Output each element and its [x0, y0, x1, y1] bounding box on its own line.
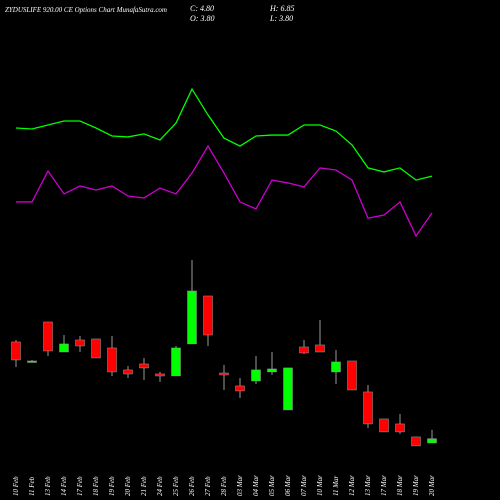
x-tick-label: 13 Mar [364, 475, 372, 496]
x-tick-label: 17 Feb [76, 476, 84, 496]
x-tick-label: 03 Mar [236, 475, 244, 496]
x-tick-label: 20 Mar [428, 475, 436, 496]
x-tick-label: 18 Mar [396, 475, 404, 496]
x-tick-label: 05 Mar [268, 475, 276, 496]
candle-body [155, 373, 165, 377]
x-tick-label: 19 Feb [108, 476, 116, 496]
chart-title: ZYDUSLIFE 920.00 CE Options Chart Munafa… [5, 6, 167, 14]
candle-body [251, 369, 261, 382]
candle-body [379, 418, 389, 433]
x-tick-label: 24 Feb [156, 476, 164, 496]
candle-body [331, 361, 341, 373]
candle-body [347, 360, 357, 391]
candle-body [107, 347, 117, 373]
candle-body [427, 438, 437, 444]
candle-body [267, 368, 277, 373]
x-tick-label: 12 Mar [348, 475, 356, 496]
candle-body [299, 346, 309, 354]
candle-body [411, 436, 421, 447]
candle-body [315, 344, 325, 353]
candle-body [187, 290, 197, 345]
info-open: O: 3.80 [190, 14, 214, 23]
x-tick-label: 11 Feb [28, 476, 36, 496]
x-tick-label: 20 Feb [124, 476, 132, 496]
x-tick-label: 06 Mar [284, 475, 292, 496]
candle-body [123, 369, 133, 375]
x-tick-label: 18 Feb [92, 476, 100, 496]
candle-body [59, 343, 69, 353]
candle-body [235, 385, 245, 392]
candle-body [203, 295, 213, 336]
x-tick-label: 21 Feb [140, 476, 148, 496]
x-tick-label: 14 Feb [60, 476, 68, 496]
indicator-line [15, 87, 433, 181]
candle-body [43, 321, 53, 352]
x-tick-label: 10 Mar [316, 475, 324, 496]
x-tick-label: 17 Mar [380, 475, 388, 496]
candle-body [75, 339, 85, 347]
x-tick-label: 26 Feb [188, 476, 196, 496]
info-high: H: 6.85 [269, 4, 294, 13]
x-tick-label: 07 Mar [300, 475, 308, 496]
candle-body [11, 341, 21, 361]
info-close: C: 4.80 [190, 4, 214, 13]
candle-body [395, 423, 405, 433]
x-tick-label: 25 Feb [172, 476, 180, 496]
candle-body [27, 360, 37, 363]
x-tick-label: 28 Feb [220, 476, 228, 496]
candle-body [363, 391, 373, 425]
candle-body [171, 347, 181, 377]
x-tick-label: 10 Feb [12, 476, 20, 496]
info-low: L: 3.80 [269, 14, 293, 23]
candle-body [219, 372, 229, 376]
candle-body [91, 338, 101, 359]
candle-body [283, 367, 293, 411]
x-tick-label: 11 Mar [332, 475, 340, 496]
candle-body [139, 363, 149, 369]
x-tick-label: 13 Feb [44, 476, 52, 496]
x-tick-label: 27 Feb [204, 476, 212, 496]
x-tick-label: 04 Mar [252, 475, 260, 496]
indicator-line [16, 144, 433, 238]
x-tick-label: 19 Mar [412, 475, 420, 496]
